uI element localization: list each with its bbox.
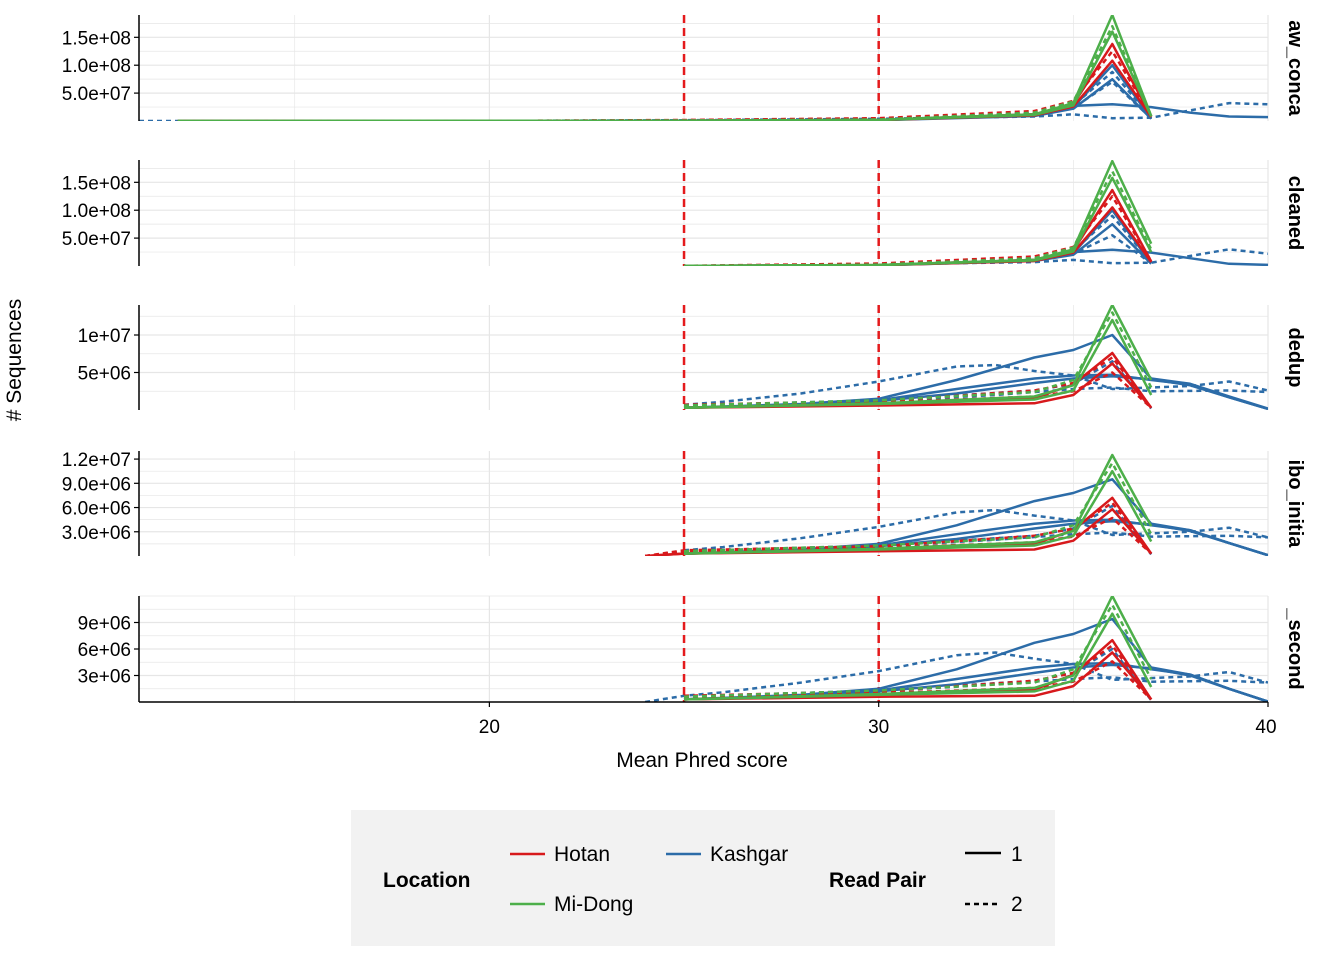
series-group <box>644 453 1268 556</box>
x-axis: 20 30 40 <box>139 701 1277 738</box>
panel-ibo-initia: 3.0e+06 6.0e+06 9.0e+06 1.2e+07 ibo_initia <box>62 450 1306 556</box>
series-group <box>683 305 1268 410</box>
series-line-kashgar-read-2 <box>683 386 1268 408</box>
series-group <box>644 596 1268 702</box>
series-line-hotan-read-1 <box>683 651 1153 701</box>
series-line-kashgar-read-2 <box>644 531 1268 556</box>
series-line-mi-dong-read-1 <box>177 15 1153 121</box>
series-line-kashgar-read-2 <box>683 676 1268 699</box>
y-tick-label: 1.5e+08 <box>62 28 131 49</box>
y-tick-label: 5e+06 <box>78 364 131 385</box>
series-line-mi-dong-read-2 <box>683 461 1153 553</box>
series-line-mi-dong-read-1 <box>683 612 1153 701</box>
y-tick-label: 6e+06 <box>78 640 131 661</box>
series-line-kashgar-read-2 <box>683 214 1153 266</box>
legend-location-title: Location <box>383 869 471 892</box>
legend-mi-dong-label: Mi-Dong <box>554 893 633 916</box>
y-tick-label: 9.0e+06 <box>62 474 131 495</box>
strip-label: _second <box>1284 607 1306 689</box>
y-tick-label: 1e+07 <box>78 326 131 347</box>
y-tick-label: 6.0e+06 <box>62 499 131 520</box>
series-line-hotan-read-2 <box>177 50 1153 121</box>
series-line-kashgar-read-2 <box>683 363 1268 407</box>
y-tick-label: 9e+06 <box>78 614 131 635</box>
y-tick-label: 5.0e+07 <box>62 229 131 250</box>
panel-second: 3e+06 6e+06 9e+06 _second <box>78 595 1306 702</box>
series-line-kashgar-read-2 <box>683 508 1268 552</box>
series-line-mi-dong-read-2 <box>683 311 1153 407</box>
strip-label: cleaned <box>1284 176 1306 250</box>
x-tick-label: 40 <box>1255 717 1276 738</box>
panel-dedup: 5e+06 1e+07 dedup <box>78 305 1306 410</box>
y-axis-title: # Sequences <box>3 299 26 422</box>
panel-aw-conca: 5.0e+07 1.0e+08 1.5e+08 aw_conca <box>62 15 1306 121</box>
series-line-mi-dong-read-1 <box>683 176 1153 266</box>
series-line-mi-dong-read-1 <box>683 469 1153 555</box>
strip: _second <box>1284 607 1306 689</box>
legend-read-2-label: 2 <box>1011 893 1023 916</box>
y-tick-label: 1.0e+08 <box>62 56 131 77</box>
x-tick-label: 30 <box>868 717 889 738</box>
series-line-hotan-read-1 <box>683 188 1153 266</box>
legend-read-1-label: 1 <box>1011 843 1023 866</box>
legend: Location Hotan Kashgar Mi-Dong Read Pair… <box>351 810 1055 946</box>
strip-label: ibo_initia <box>1284 460 1306 549</box>
series-line-mi-dong-read-1 <box>177 30 1153 121</box>
series-group <box>139 15 1268 121</box>
x-tick-label: 20 <box>479 717 500 738</box>
panels-group: 5.0e+07 1.0e+08 1.5e+08 aw_conca 5.0e+07 1.0e… <box>62 15 1306 702</box>
series-line-mi-dong-read-1 <box>683 318 1153 410</box>
y-tick-label: 1.5e+08 <box>62 173 131 194</box>
series-line-mi-dong-read-2 <box>683 603 1153 698</box>
legend-kashgar-label: Kashgar <box>710 843 788 866</box>
series-line-hotan-read-1 <box>177 59 1153 121</box>
series-line-kashgar-read-1 <box>683 375 1268 410</box>
series-line-mi-dong-read-1 <box>683 305 1153 410</box>
panel-cleaned: 5.0e+07 1.0e+08 1.5e+08 cleaned <box>62 160 1306 266</box>
y-tick-label: 1.2e+07 <box>62 450 131 471</box>
legend-background <box>351 810 1055 946</box>
series-line-kashgar-read-1 <box>683 663 1268 702</box>
y-tick-label: 5.0e+07 <box>62 84 131 105</box>
series-group <box>683 160 1268 266</box>
strip-label: aw_conca <box>1284 20 1306 116</box>
y-tick-label: 3.0e+06 <box>62 523 131 544</box>
y-tick-label: 1.0e+08 <box>62 201 131 222</box>
x-axis-title: Mean Phred score <box>616 749 788 772</box>
series-line-kashgar-read-2 <box>644 651 1268 702</box>
series-line-hotan-read-1 <box>177 42 1153 121</box>
strip-label: dedup <box>1284 328 1306 388</box>
strip: cleaned <box>1284 176 1306 250</box>
series-line-kashgar-read-1 <box>683 333 1268 410</box>
legend-hotan-label: Hotan <box>554 843 610 866</box>
strip: aw_conca <box>1284 20 1306 116</box>
strip: ibo_initia <box>1284 460 1306 549</box>
legend-read-pair-title: Read Pair <box>829 869 926 892</box>
strip: dedup <box>1284 328 1306 388</box>
y-tick-label: 3e+06 <box>78 667 131 688</box>
